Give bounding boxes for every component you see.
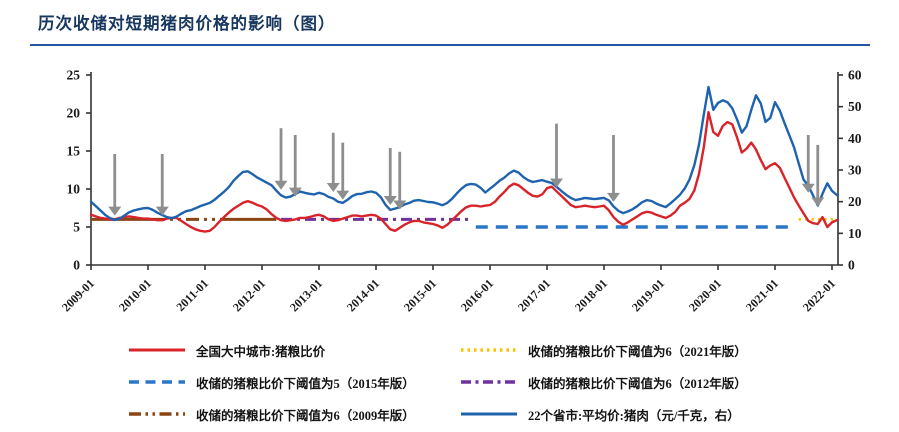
legend-item-price: 22个省市:平均价:猪肉（元/千克，右） [460,405,800,424]
svg-text:2018-01: 2018-01 [572,276,610,314]
series-price-line [89,85,838,222]
svg-text:2015-01: 2015-01 [401,276,439,314]
reserve-arrow [155,154,169,216]
legend-label: 22个省市:平均价:猪肉（元/千克，右） [528,408,740,423]
svg-text:0: 0 [73,258,80,273]
y-axis-left-labels: 0 5 10 15 20 25 [67,68,81,273]
page-title: 历次收储对短期猪肉价格的影响（图） [38,14,336,33]
svg-text:40: 40 [848,131,862,146]
svg-text:5: 5 [73,220,80,235]
reserve-arrow [326,132,340,192]
svg-text:50: 50 [848,99,862,114]
svg-text:60: 60 [848,68,862,83]
legend-item-threshold-2009: 收储的猪粮比价下阈值为6（2009年版） [128,405,460,424]
reserve-arrow [811,144,825,207]
svg-text:2011-01: 2011-01 [173,276,211,314]
svg-text:20: 20 [848,194,862,209]
series-ratio-line [89,110,838,233]
axes [86,72,843,270]
reserve-arrow [550,123,563,188]
legend-item-ratio: 全国大中城市:猪粮比价 [128,341,460,360]
y-axis-right-labels: 0 10 20 30 40 50 60 [848,68,862,273]
chart-legend: 全国大中城市:猪粮比价 收储的猪粮比价下阈值为6（2021年版） 收储的猪粮比价… [128,334,800,430]
legend-swatch-brown-dashdotdot [129,412,185,416]
svg-text:2020-01: 2020-01 [686,276,724,314]
legend-swatch-yellow-dotted [461,348,517,352]
svg-text:30: 30 [848,163,862,178]
reserve-arrow [288,135,302,197]
legend-swatch-blue-solid [461,412,517,416]
svg-text:2021-01: 2021-01 [743,276,781,314]
legend-label: 收储的猪粮比价下阈值为6（2012年版） [528,376,747,391]
svg-text:2017-01: 2017-01 [515,276,553,314]
svg-text:2010-01: 2010-01 [116,276,154,314]
reserve-arrow [274,128,288,190]
legend-item-threshold-2012: 收储的猪粮比价下阈值为6（2012年版） [460,373,800,392]
svg-text:0: 0 [848,258,855,273]
svg-text:10: 10 [848,226,862,241]
reserve-arrow [336,142,350,200]
legend-item-threshold-2021: 收储的猪粮比价下阈值为6（2021年版） [460,341,800,360]
reserve-arrow [607,135,620,202]
legend-label: 收储的猪粮比价下阈值为6（2021年版） [528,344,747,359]
svg-text:2019-01: 2019-01 [629,276,667,314]
reserve-purchase-arrows [108,123,825,216]
reserve-arrow [108,154,122,216]
legend-swatch-blue-dashed [129,380,185,384]
svg-text:2013-01: 2013-01 [287,276,325,314]
svg-text:2016-01: 2016-01 [458,276,496,314]
svg-text:15: 15 [67,144,81,159]
svg-text:2014-01: 2014-01 [344,276,382,314]
legend-swatch-purple-dashdot [461,380,517,384]
title-underline [30,44,870,46]
svg-text:2022-01: 2022-01 [800,276,838,314]
reserve-arrow [393,151,407,210]
svg-text:2009-01: 2009-01 [59,276,97,314]
legend-label: 收储的猪粮比价下阈值为5（2015年版） [196,376,415,391]
legend-label: 全国大中城市:猪粮比价 [196,344,326,359]
reserve-arrow [383,148,397,205]
svg-text:20: 20 [67,106,81,121]
reserve-arrow [801,135,815,193]
svg-text:2012-01: 2012-01 [230,276,268,314]
legend-label: 收储的猪粮比价下阈值为6（2009年版） [196,408,415,423]
legend-item-threshold-2015: 收储的猪粮比价下阈值为5（2015年版） [128,373,460,392]
legend-swatch-red-solid [129,348,185,352]
svg-text:25: 25 [67,68,81,83]
svg-text:10: 10 [67,182,81,197]
x-axis-labels: 2009-01 2010-01 2011-01 2012-01 2013-01 2014-… [59,276,838,314]
